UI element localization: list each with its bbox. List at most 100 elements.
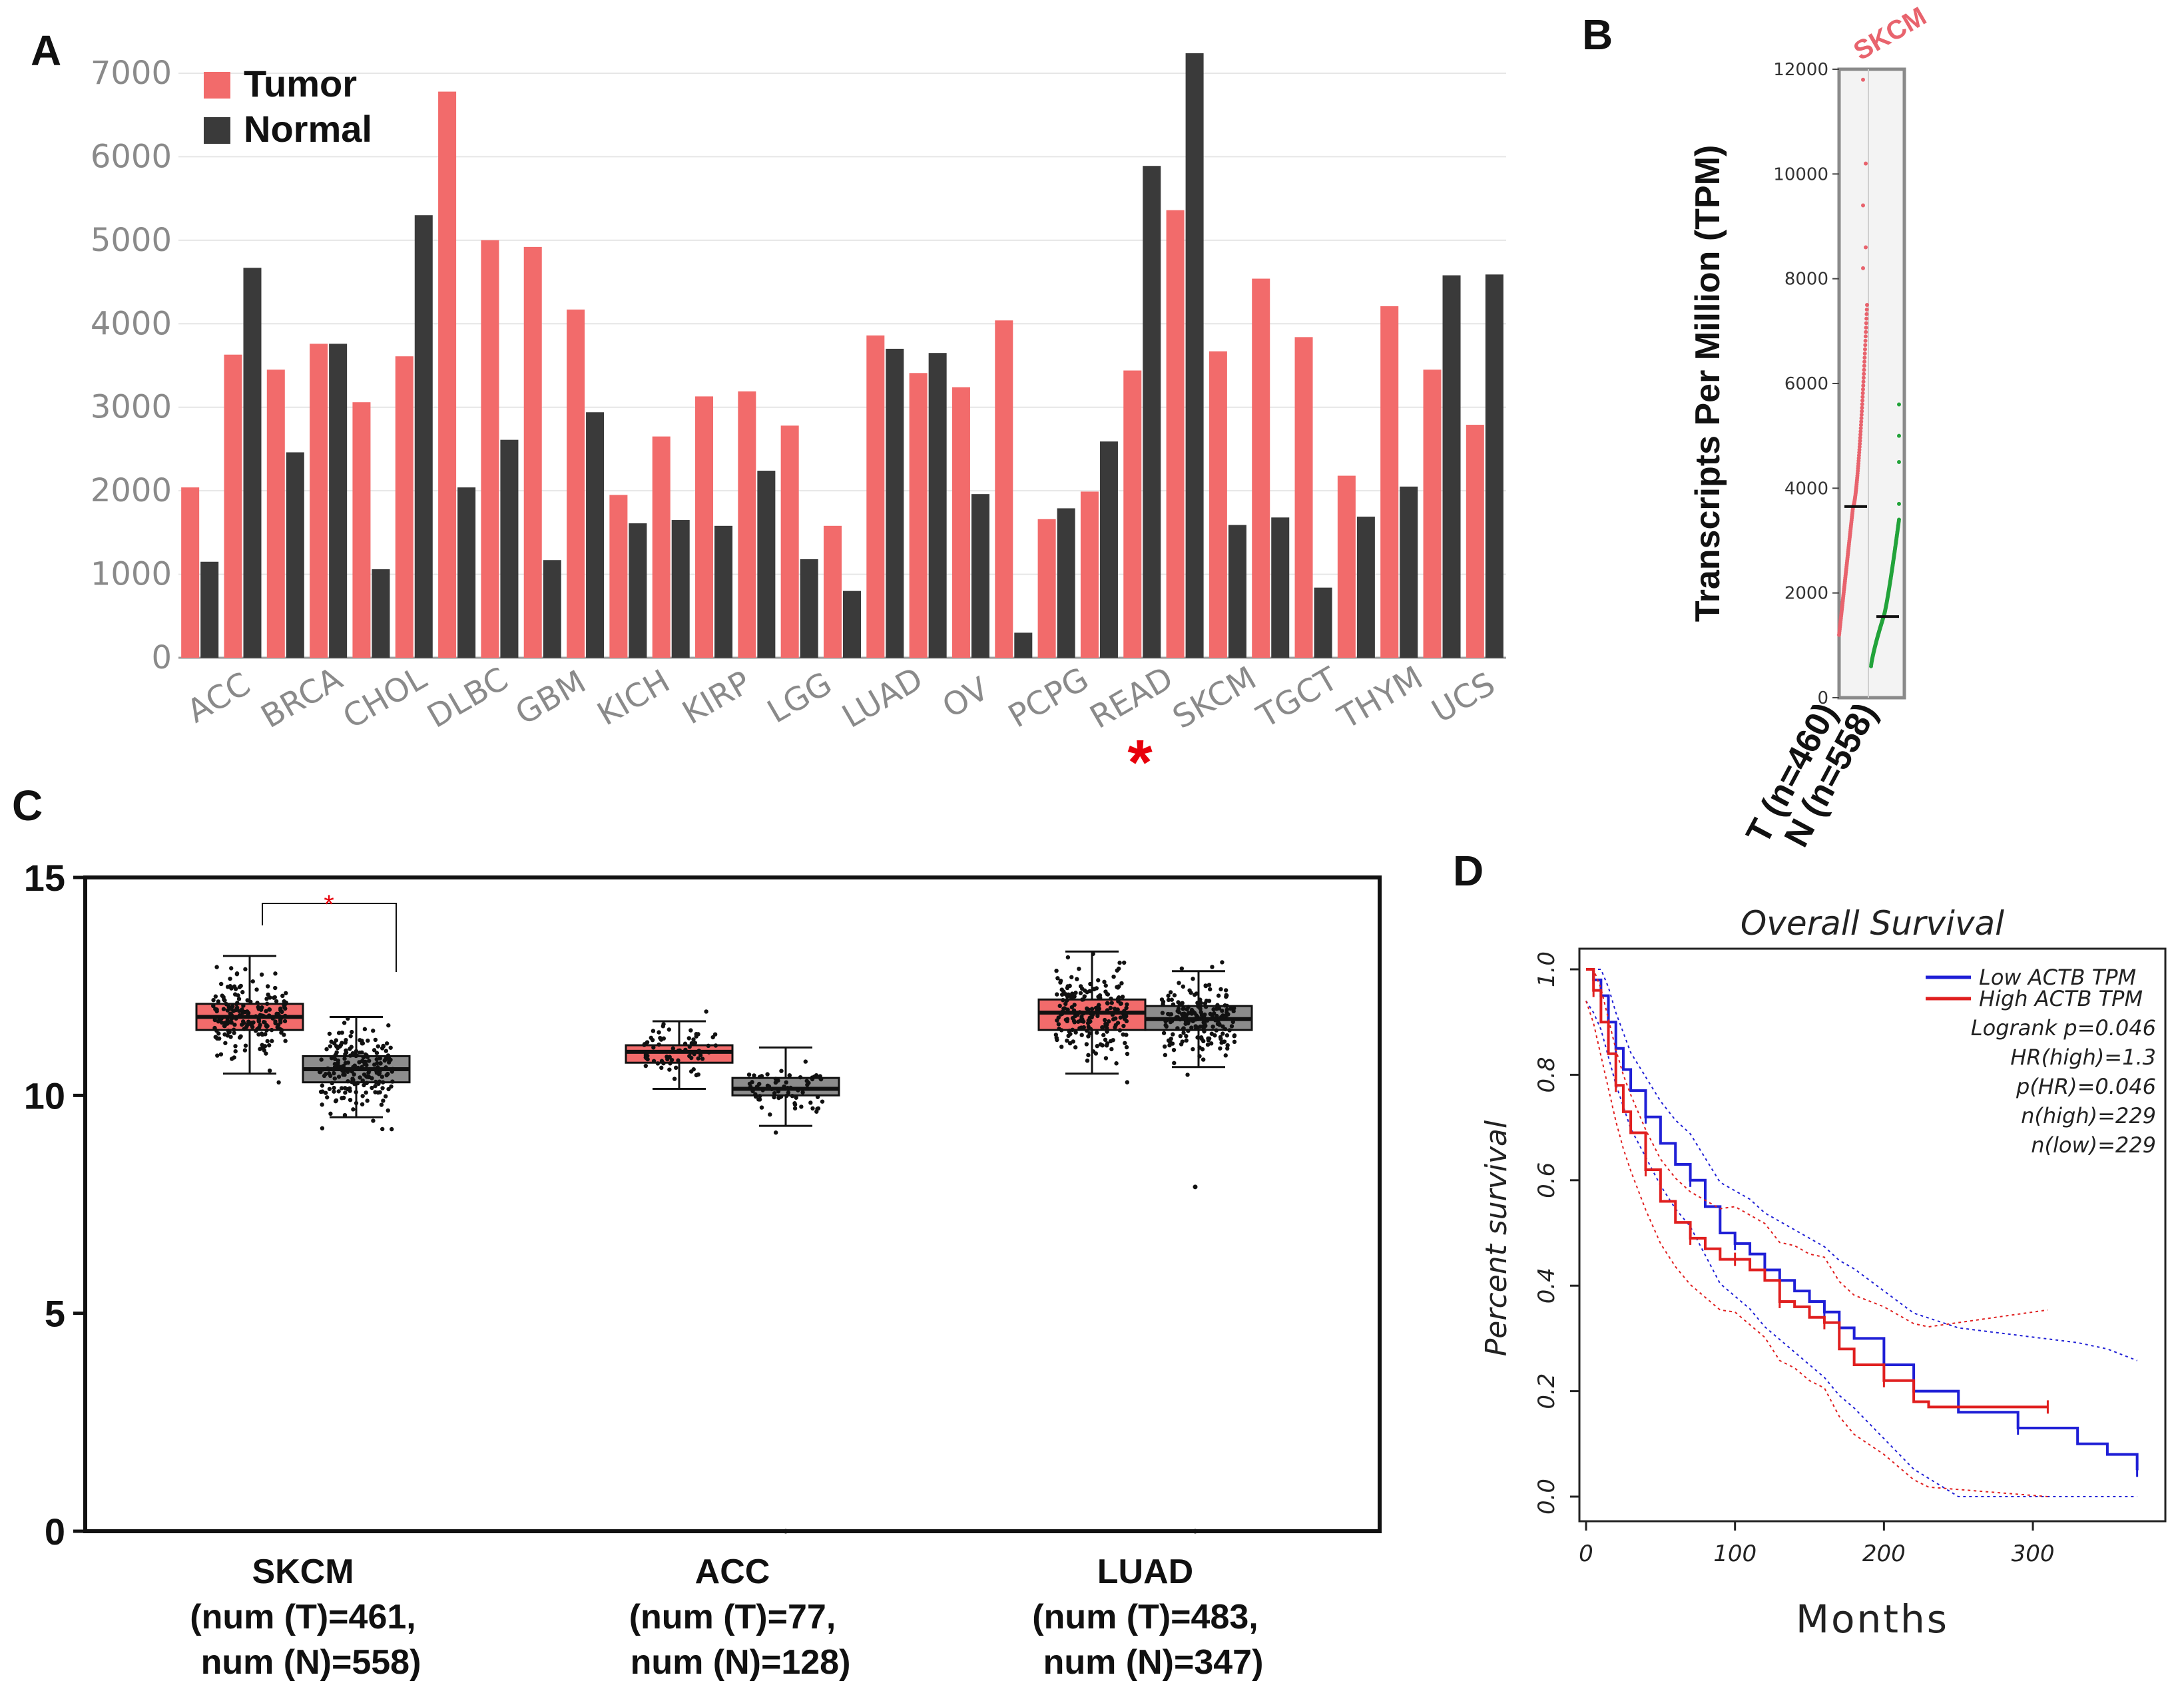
c-point-normal <box>376 1090 381 1095</box>
c-point-tumor <box>668 1061 673 1066</box>
c-point-tumor <box>688 1050 693 1055</box>
c-point-tumor <box>270 1039 274 1043</box>
c-group-name: LUAD <box>1097 1553 1193 1591</box>
a-category-label: OV <box>936 670 995 725</box>
c-point-normal <box>768 1112 772 1117</box>
a-bar-normal <box>586 412 605 658</box>
c-point-tumor <box>1105 992 1111 997</box>
c-point-tumor <box>1055 992 1059 997</box>
c-zero-point <box>783 1529 788 1534</box>
c-point-normal <box>1191 977 1195 981</box>
a-category-label: KICH <box>591 662 677 733</box>
c-point-tumor <box>1117 960 1122 965</box>
c-point-normal <box>1186 1011 1191 1016</box>
a-category-label: UCS <box>1426 665 1502 730</box>
c-point-normal <box>389 1084 394 1089</box>
c-zero-point <box>1193 1529 1198 1534</box>
c-point-normal <box>346 1016 350 1021</box>
a-bar-normal <box>1400 486 1418 658</box>
c-point-normal <box>753 1092 758 1096</box>
c-point-tumor <box>1056 1022 1061 1027</box>
c-point-tumor <box>216 999 221 1004</box>
c-point-normal <box>323 1090 328 1095</box>
c-point-tumor <box>1054 968 1059 973</box>
c-point-tumor <box>222 1021 228 1025</box>
c-point-tumor <box>1103 1021 1108 1027</box>
c-point-tumor <box>661 1024 665 1029</box>
d-y-tick-label: 0.6 <box>1533 1162 1560 1198</box>
a-y-tick-label: 1000 <box>91 556 172 593</box>
c-point-normal <box>1166 997 1171 1003</box>
c-point-normal <box>1174 1015 1179 1020</box>
c-point-tumor <box>278 1018 283 1023</box>
c-point-normal <box>1176 1007 1181 1011</box>
a-y-tick-label: 5000 <box>91 222 172 259</box>
d-y-tick-label: 0.4 <box>1533 1268 1560 1304</box>
c-point-normal <box>815 1106 820 1111</box>
c-point-tumor <box>242 1048 248 1053</box>
c-point-tumor <box>228 1035 233 1039</box>
c-outlier-point <box>1193 1184 1198 1190</box>
c-point-tumor <box>262 1014 266 1019</box>
a-bar-tumor <box>952 387 970 658</box>
c-point-tumor <box>1121 1015 1127 1019</box>
a-y-tick-label: 7000 <box>91 55 172 92</box>
c-point-normal <box>390 1126 394 1132</box>
c-point-normal <box>1232 1006 1236 1011</box>
c-point-tumor <box>213 994 218 999</box>
c-point-tumor <box>1085 1058 1090 1063</box>
c-point-tumor <box>1086 1053 1091 1058</box>
c-point-normal <box>386 1087 391 1092</box>
b-point-tumor <box>1863 334 1868 339</box>
c-point-normal <box>1162 1044 1167 1049</box>
c-point-normal <box>757 1075 762 1079</box>
c-point-tumor <box>219 1016 224 1021</box>
c-point-tumor <box>229 1057 234 1061</box>
c-point-normal <box>380 1126 385 1132</box>
c-point-tumor <box>682 1041 688 1046</box>
c-point-tumor <box>1086 1034 1091 1039</box>
c-point-normal <box>779 1069 784 1073</box>
c-point-tumor <box>1107 1019 1111 1024</box>
c-point-normal <box>1160 1011 1165 1015</box>
c-point-normal <box>350 1077 355 1081</box>
c-point-normal <box>320 1126 325 1130</box>
c-point-tumor <box>233 1044 238 1049</box>
c-point-normal <box>1171 1032 1175 1037</box>
c-point-normal <box>1189 1007 1195 1013</box>
c-point-tumor <box>713 1043 718 1048</box>
d-ci-upper-low <box>1586 969 2137 1361</box>
b-point-tumor <box>1861 383 1866 388</box>
c-point-normal <box>1180 1011 1185 1017</box>
d-ci-lower-high <box>1585 1001 2048 1497</box>
c-point-normal <box>350 1029 354 1035</box>
c-point-tumor <box>273 971 278 976</box>
c-point-normal <box>336 1061 340 1065</box>
b-point-tumor <box>1860 391 1865 395</box>
c-point-normal <box>1171 1002 1176 1007</box>
panel-letter-a: A <box>31 27 61 75</box>
c-point-normal <box>1224 994 1228 999</box>
a-bar-normal <box>457 487 476 658</box>
c-point-tumor <box>1071 1039 1075 1044</box>
d-stat-line: n(low)=229 <box>2031 1132 2156 1158</box>
c-point-tumor <box>234 1002 239 1007</box>
c-point-normal <box>1211 1024 1215 1029</box>
c-point-normal <box>330 1081 334 1086</box>
c-point-normal <box>1203 983 1208 988</box>
c-point-tumor <box>694 1034 698 1039</box>
c-point-tumor <box>232 1023 237 1027</box>
c-point-tumor <box>1109 1001 1114 1005</box>
c-point-normal <box>1197 1054 1202 1059</box>
b-point-normal-outlier <box>1897 433 1901 438</box>
d-y-tick-label: 1.0 <box>1533 951 1560 987</box>
c-point-normal <box>1203 1021 1207 1027</box>
a-bar-tumor <box>523 246 542 658</box>
c-point-normal <box>1191 1047 1195 1052</box>
c-point-tumor <box>255 1001 260 1005</box>
c-point-tumor <box>1095 1044 1099 1049</box>
c-point-tumor <box>1105 1029 1109 1034</box>
c-point-normal <box>785 1085 790 1090</box>
c-point-tumor <box>1084 1042 1089 1047</box>
c-point-tumor <box>246 1013 250 1017</box>
